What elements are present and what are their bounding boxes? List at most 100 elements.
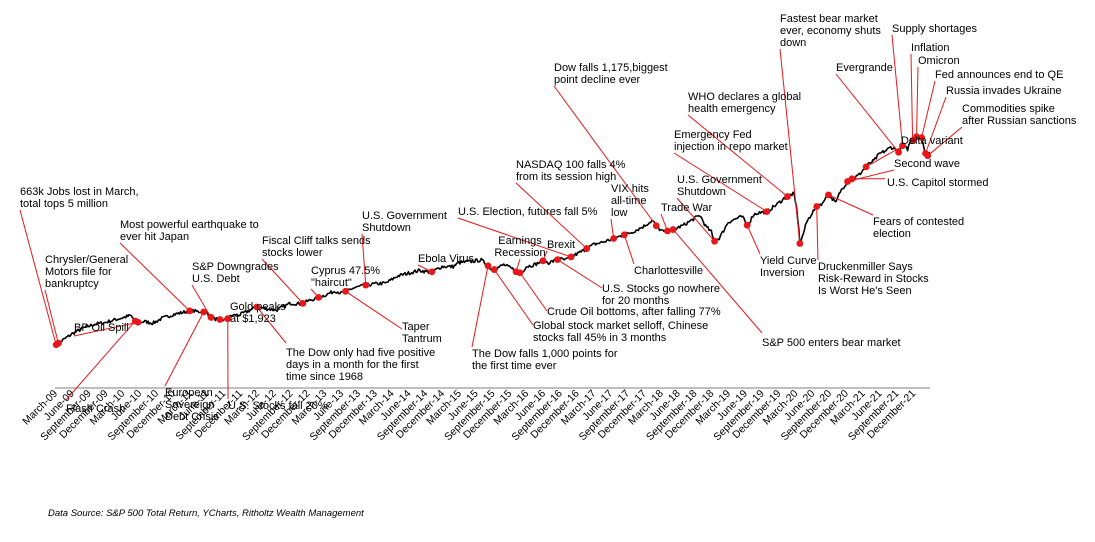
annotation-line: Recession — [494, 247, 545, 259]
annotation-line: for 20 months — [602, 295, 670, 307]
annotation-line: Second wave — [894, 158, 960, 170]
annotation-nowhere-label: U.S. Stocks go nowhere for 20 months — [602, 283, 720, 307]
annotation-evergrande-leader — [835, 73, 899, 153]
annotation-evergrande-dot — [895, 148, 902, 156]
annotation-election16-dot — [567, 253, 575, 261]
annotation-line: Most powerful earthquake to — [120, 219, 259, 231]
annotation-line: Gold peaks — [230, 301, 286, 313]
annotation-quake-dot — [186, 307, 194, 315]
annotation-shutdown18-leader — [676, 197, 715, 242]
annotation-line: ever, economy shuts — [780, 25, 881, 37]
annotation-chrysler-leader — [44, 289, 59, 344]
annotation-shutdown18-dot — [711, 237, 719, 245]
annotation-fastest-label: Fastest bear market ever, economy shuts do… — [780, 13, 881, 49]
annotation-nasdaq-dot — [583, 245, 591, 252]
annotation-bp-leader — [73, 321, 139, 337]
annotation-brexit-label: Brexit — [547, 239, 575, 251]
annotation-supply-dot — [899, 142, 906, 150]
annotation-fastest-leader — [779, 48, 801, 244]
annotation-secondwave-dot — [844, 178, 851, 185]
annotation-capitol-label: U.S. Capitol stormed — [887, 177, 988, 189]
annotation-line: Taper — [402, 321, 430, 333]
annotation-omicron-leader — [916, 66, 919, 137]
annotation-dow1000-leader — [471, 265, 489, 348]
annotation-line: time since 1968 — [286, 371, 363, 383]
annotation-line: Earnings — [498, 235, 542, 247]
annotation-tradewar-dot — [664, 227, 671, 235]
annotation-line: Shutdown — [677, 186, 726, 198]
annotation-flash-label: Flash Crash — [66, 403, 125, 415]
annotation-labels-group: 663k Jobs lost in March, total tops 5 mil… — [20, 13, 1077, 423]
annotation-line: The Dow only had five positive — [286, 347, 435, 359]
annotation-line: Russia invades Ukraine — [946, 85, 1062, 97]
annotation-election16-label: U.S. Election, futures fall 5% — [458, 206, 598, 218]
annotation-who-leader — [687, 114, 788, 197]
annotation-secondwave-label: Second wave — [894, 158, 960, 170]
annotation-fiscal-leader — [261, 258, 304, 304]
annotation-delta-label: Delta variant — [901, 135, 963, 147]
annotation-line: "haircut" — [311, 277, 352, 289]
annotation-euro-label: European Sovereign Debt Crisis — [165, 387, 219, 423]
annotation-line: Delta variant — [901, 135, 963, 147]
annotation-line: Dow falls 1,175,biggest — [554, 62, 668, 74]
annotation-ebola-label: Ebola Virus — [418, 253, 475, 265]
annotation-line: Debt Crisis — [165, 411, 219, 423]
annotation-nasdaq-leader — [515, 182, 588, 249]
annotation-fedqe-dot — [918, 134, 925, 142]
annotation-vix-label: VIX hits all-time low — [611, 183, 649, 219]
annotation-bear500-label: S&P 500 enters bear market — [762, 337, 901, 349]
annotation-commod-label: Commodities spike after Russian sanctions — [962, 103, 1077, 127]
annotation-fedqe-label: Fed announces end to QE — [935, 69, 1063, 81]
annotation-crude-label: Crude Oil bottoms, after falling 77% — [547, 306, 721, 318]
annotation-line: days in a month for the first — [286, 359, 419, 371]
annotation-line: U.S. Government — [362, 210, 447, 222]
annotation-gold-dot — [216, 316, 224, 323]
annotation-bear500-dot — [669, 226, 677, 233]
annotation-line: S&P Downgrades — [192, 261, 279, 273]
annotation-dow1000-dot — [484, 262, 492, 270]
annotation-line: at $1,923 — [230, 313, 276, 325]
annotation-earnings-label: Earnings Recession — [494, 235, 545, 259]
annotation-line: total tops 5 million — [20, 198, 108, 210]
annotation-nasdaq-label: NASDAQ 100 falls 4% from its session high — [516, 159, 626, 183]
annotation-druck-label: Druckenmiller Says Risk-Reward in Stocks I… — [818, 261, 929, 297]
annotation-charlottesville-dot — [620, 231, 628, 239]
annotation-line: 663k Jobs lost in March, — [20, 186, 139, 198]
annotation-line: European — [165, 387, 213, 399]
annotation-delta-dot — [862, 163, 870, 171]
annotation-line: after Russian sanctions — [962, 115, 1077, 127]
annotation-ebola-dot — [428, 268, 436, 276]
annotation-line: BP Oil Spill — [74, 322, 129, 334]
annotation-yield-leader — [746, 224, 761, 255]
annotation-supply-leader — [891, 34, 904, 146]
annotation-line: Risk-Reward in Stocks — [818, 273, 929, 285]
annotation-bp-label: BP Oil Spill — [74, 322, 129, 334]
annotation-taper-label: Taper Tantrum — [402, 321, 442, 345]
annotation-delta-leader — [865, 146, 902, 168]
annotation-line: U.S. Debt — [192, 273, 240, 285]
annotation-yield-label: Yield Curve Inversion — [760, 255, 816, 279]
annotation-sp_down-leader — [191, 284, 212, 318]
annotation-taper-dot — [342, 287, 349, 295]
annotation-line: Tantrum — [402, 333, 442, 345]
annotation-line: NASDAQ 100 falls 4% — [516, 159, 626, 171]
annotation-fastest-dot — [796, 240, 804, 247]
annotation-line: all-time — [611, 195, 646, 207]
annotation-quake-label: Most powerful earthquake to ever hit Japa… — [120, 219, 259, 243]
annotation-line: VIX hits — [611, 183, 649, 195]
annotation-fedqe-leader — [921, 80, 936, 138]
annotation-yield-dot — [743, 221, 751, 229]
annotation-contested-label: Fears of contested election — [873, 216, 964, 240]
annotation-quake-leader — [119, 242, 190, 312]
annotation-line: Fastest bear market — [780, 13, 878, 25]
annotation-shutdown13-label: U.S. Government Shutdown — [362, 210, 447, 234]
annotation-ukraine-leader — [925, 96, 947, 154]
annotation-dow5-dot — [253, 303, 261, 311]
annotation-line: Omicron — [918, 55, 960, 67]
annotation-bp-dot — [134, 318, 142, 326]
annotation-euro-dot — [200, 308, 208, 316]
annotation-omicron-dot — [913, 133, 920, 141]
annotation-line: The Dow falls 1,000 points for — [472, 348, 618, 360]
annotation-line: Supply shortages — [892, 23, 977, 35]
annotation-druck-dot — [813, 203, 821, 210]
